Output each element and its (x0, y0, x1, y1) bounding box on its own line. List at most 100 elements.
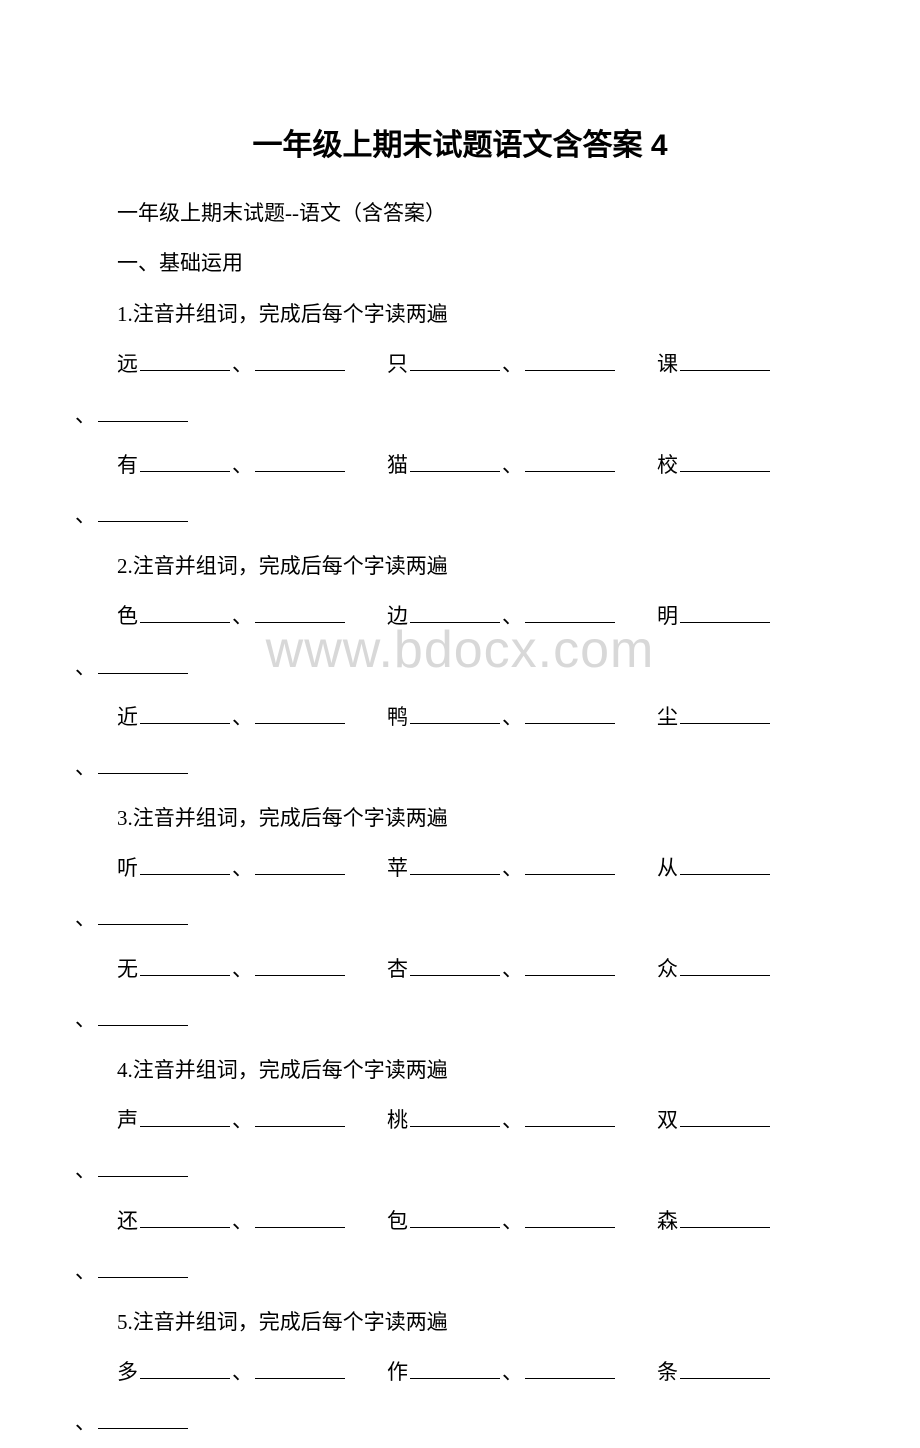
blank-field[interactable] (98, 900, 188, 925)
blank-field[interactable] (140, 850, 230, 875)
blank-field[interactable] (140, 699, 230, 724)
char-label: 校 (657, 453, 678, 477)
char-label: 课 (657, 352, 678, 376)
question-continuation: 、 (75, 642, 845, 692)
question-row: 多、作、条 (75, 1347, 845, 1397)
blank-field[interactable] (140, 346, 230, 371)
char-label: 色 (117, 604, 138, 628)
blank-field[interactable] (410, 1102, 500, 1127)
blank-field[interactable] (680, 699, 770, 724)
separator: 、 (502, 453, 523, 477)
char-label: 从 (657, 856, 678, 880)
blank-field[interactable] (98, 497, 188, 522)
blank-field[interactable] (140, 1354, 230, 1379)
char-label: 包 (387, 1209, 408, 1233)
blank-field[interactable] (255, 1354, 345, 1379)
separator: 、 (232, 957, 253, 981)
separator: 、 (75, 1158, 96, 1182)
question-prompt: 3.注音并组词，完成后每个字读两遍 (75, 793, 845, 843)
blank-field[interactable] (140, 447, 230, 472)
separator: 、 (232, 705, 253, 729)
separator: 、 (502, 1108, 523, 1132)
blank-field[interactable] (680, 598, 770, 623)
separator: 、 (232, 352, 253, 376)
question-row: 还、包、森 (75, 1196, 845, 1246)
blank-field[interactable] (525, 850, 615, 875)
blank-field[interactable] (98, 1404, 188, 1429)
blank-field[interactable] (98, 1253, 188, 1278)
separator: 、 (232, 604, 253, 628)
blank-field[interactable] (255, 699, 345, 724)
blank-field[interactable] (680, 346, 770, 371)
separator: 、 (75, 503, 96, 527)
separator: 、 (75, 1007, 96, 1031)
blank-field[interactable] (410, 850, 500, 875)
question-continuation: 、 (75, 893, 845, 943)
separator: 、 (232, 1108, 253, 1132)
char-label: 声 (117, 1108, 138, 1132)
blank-field[interactable] (140, 598, 230, 623)
separator: 、 (502, 604, 523, 628)
blank-field[interactable] (525, 1354, 615, 1379)
blank-field[interactable] (410, 346, 500, 371)
blank-field[interactable] (98, 396, 188, 421)
blank-field[interactable] (255, 447, 345, 472)
char-label: 条 (657, 1360, 678, 1384)
blank-field[interactable] (525, 1203, 615, 1228)
blank-field[interactable] (525, 1102, 615, 1127)
char-label: 近 (117, 705, 138, 729)
question-prompt: 5.注音并组词，完成后每个字读两遍 (75, 1297, 845, 1347)
question-continuation: 、 (75, 1145, 845, 1195)
char-label: 作 (387, 1360, 408, 1384)
blank-field[interactable] (410, 951, 500, 976)
question-continuation: 、 (75, 490, 845, 540)
blank-field[interactable] (680, 1354, 770, 1379)
blank-field[interactable] (255, 598, 345, 623)
separator: 、 (75, 655, 96, 679)
blank-field[interactable] (525, 346, 615, 371)
blank-field[interactable] (410, 1354, 500, 1379)
blank-field[interactable] (525, 447, 615, 472)
blank-field[interactable] (98, 749, 188, 774)
separator: 、 (75, 906, 96, 930)
blank-field[interactable] (255, 346, 345, 371)
blank-field[interactable] (680, 951, 770, 976)
blank-field[interactable] (680, 850, 770, 875)
char-label: 无 (117, 957, 138, 981)
char-label: 苹 (387, 856, 408, 880)
separator: 、 (232, 1209, 253, 1233)
separator: 、 (75, 755, 96, 779)
blank-field[interactable] (410, 1203, 500, 1228)
blank-field[interactable] (255, 1203, 345, 1228)
blank-field[interactable] (680, 1102, 770, 1127)
blank-field[interactable] (680, 447, 770, 472)
blank-field[interactable] (680, 1203, 770, 1228)
blank-field[interactable] (140, 951, 230, 976)
separator: 、 (232, 1360, 253, 1384)
blank-field[interactable] (255, 951, 345, 976)
blank-field[interactable] (525, 598, 615, 623)
blank-field[interactable] (98, 648, 188, 673)
blank-field[interactable] (525, 951, 615, 976)
separator: 、 (502, 957, 523, 981)
char-label: 猫 (387, 453, 408, 477)
blank-field[interactable] (98, 1152, 188, 1177)
question-row: 色、边、明 (75, 591, 845, 641)
blank-field[interactable] (140, 1203, 230, 1228)
question-continuation: 、 (75, 994, 845, 1044)
separator: 、 (75, 1259, 96, 1283)
blank-field[interactable] (98, 1001, 188, 1026)
separator: 、 (502, 705, 523, 729)
blank-field[interactable] (525, 699, 615, 724)
blank-field[interactable] (410, 699, 500, 724)
char-label: 双 (657, 1108, 678, 1132)
question-row: 远、只、课 (75, 339, 845, 389)
question-continuation: 、 (75, 390, 845, 440)
blank-field[interactable] (255, 1102, 345, 1127)
blank-field[interactable] (410, 447, 500, 472)
question-row: 有、猫、校 (75, 440, 845, 490)
question-prompt: 4.注音并组词，完成后每个字读两遍 (75, 1045, 845, 1095)
blank-field[interactable] (255, 850, 345, 875)
blank-field[interactable] (410, 598, 500, 623)
blank-field[interactable] (140, 1102, 230, 1127)
